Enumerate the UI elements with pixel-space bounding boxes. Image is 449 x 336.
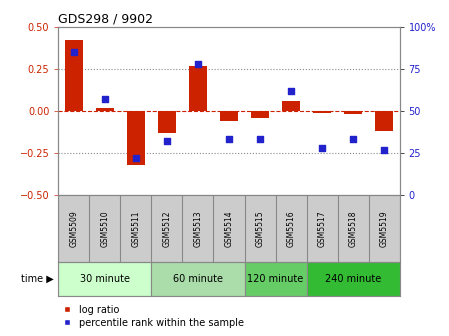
- Point: [318, 145, 326, 151]
- Bar: [282, 101, 300, 111]
- Text: GDS298 / 9902: GDS298 / 9902: [58, 13, 154, 26]
- Point: [163, 138, 171, 144]
- Point: [194, 61, 202, 67]
- Bar: [158, 111, 176, 133]
- Bar: [313, 111, 331, 113]
- Point: [256, 137, 264, 142]
- Point: [349, 137, 357, 142]
- Bar: [58, 262, 151, 296]
- Text: 120 minute: 120 minute: [247, 274, 304, 284]
- Point: [70, 49, 78, 55]
- Point: [380, 147, 387, 152]
- Bar: [344, 111, 362, 114]
- Text: GSM5509: GSM5509: [70, 210, 79, 247]
- Bar: [189, 66, 207, 111]
- Text: GSM5517: GSM5517: [317, 210, 326, 247]
- Text: GSM5513: GSM5513: [194, 210, 202, 247]
- Bar: [251, 111, 269, 118]
- Bar: [96, 108, 114, 111]
- Bar: [127, 111, 145, 165]
- Text: GSM5510: GSM5510: [101, 210, 110, 247]
- Text: GSM5518: GSM5518: [348, 210, 357, 247]
- Text: GSM5512: GSM5512: [163, 210, 172, 247]
- Bar: [307, 262, 400, 296]
- Bar: [245, 262, 307, 296]
- Bar: [375, 111, 393, 131]
- Point: [287, 88, 295, 93]
- Text: GSM5515: GSM5515: [255, 210, 264, 247]
- Text: GSM5519: GSM5519: [379, 210, 388, 247]
- Text: GSM5514: GSM5514: [224, 210, 233, 247]
- Bar: [65, 40, 83, 111]
- Text: 30 minute: 30 minute: [80, 274, 130, 284]
- Text: time ▶: time ▶: [21, 274, 54, 284]
- Point: [132, 155, 140, 161]
- Point: [225, 137, 233, 142]
- Text: 240 minute: 240 minute: [325, 274, 381, 284]
- Bar: [151, 262, 245, 296]
- Text: 60 minute: 60 minute: [173, 274, 223, 284]
- Bar: [220, 111, 238, 121]
- Legend: log ratio, percentile rank within the sample: log ratio, percentile rank within the sa…: [63, 305, 244, 328]
- Text: GSM5511: GSM5511: [132, 210, 141, 247]
- Text: GSM5516: GSM5516: [286, 210, 295, 247]
- Point: [101, 96, 109, 102]
